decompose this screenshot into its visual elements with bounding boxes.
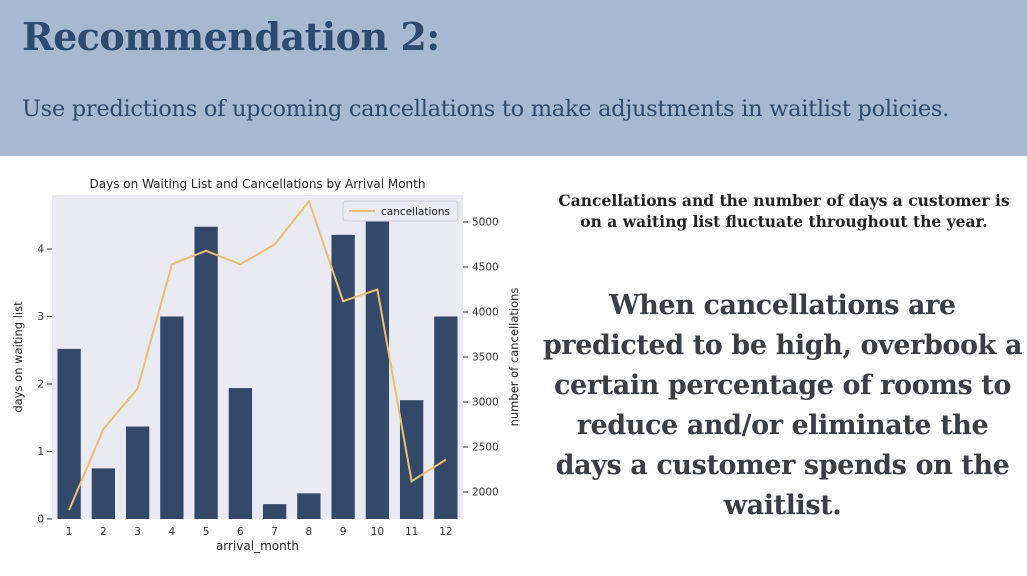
recommendation-highlight: When cancellations are predicted to be h… [542,290,1023,521]
bar-month-3 [125,426,150,519]
y2-tick-label: 2500 [472,442,499,454]
y-tick-label: 1 [37,446,44,458]
bar-month-7 [262,504,287,519]
y2-tick-label: 4500 [472,262,499,274]
bar-month-9 [331,234,355,519]
slide-subtitle: Use predictions of upcoming cancellation… [22,96,949,122]
chart-title: Days on Waiting List and Cancellations b… [90,177,426,191]
x-tick-label: 9 [340,526,347,538]
bar-month-8 [297,493,321,519]
x-tick-label: 6 [237,526,244,538]
y2-axis-label: number of cancellations [507,288,521,427]
y2-tick-label: 2000 [472,487,499,499]
x-tick-label: 1 [66,526,73,538]
legend-label: cancellations [381,206,450,218]
y-tick-label: 0 [37,514,44,526]
combo-chart: 1 2 3 4 5 6 7 8 9 10 11 120123420002500300035004000… [11,177,521,553]
bar-month-10 [365,208,390,519]
y-tick-label: 4 [37,244,44,256]
x-tick-label: 4 [169,526,176,538]
y2-tick-label: 5000 [472,217,499,229]
bar-month-11 [399,400,424,519]
slide-title: Recommendation 2: [22,14,440,59]
x-tick-label: 2 [100,526,107,538]
x-tick-label: 8 [306,526,313,538]
plot-area [52,195,463,519]
x-tick-label: 12 [439,526,452,538]
chart-container: 1 2 3 4 5 6 7 8 9 10 11 12 0 1 2 3 4 2000 2500 3000 3500 4000… [0,170,535,570]
bar-month-12 [434,316,458,519]
y2-tick-label: 3000 [472,397,499,409]
cancellations-line [68,199,447,511]
bar-month-2 [91,468,116,519]
bar-month-5 [194,226,218,519]
y2-tick-label: 4000 [472,307,499,319]
x-tick-label: 10 [371,526,384,538]
y2-tick-label: 3500 [472,352,499,364]
x-tick-label: 11 [405,526,418,538]
bar-month-1 [57,348,81,519]
x-tick-label: 5 [203,526,210,538]
y-tick-label: 3 [37,311,44,323]
bar-month-4 [160,316,184,519]
x-tick-label: 7 [271,526,278,538]
x-axis-label: arrival_month [216,539,299,553]
y-axis-label: days on waiting list [11,301,25,413]
chart-note: Cancellations and the number of days a c… [558,191,1010,231]
bar-month-6 [228,388,253,519]
y-tick-label: 2 [37,379,44,391]
slide-header: Recommendation 2: Use predictions of upc… [0,0,1027,156]
legend-box [342,200,459,222]
x-tick-label: 3 [134,526,141,538]
